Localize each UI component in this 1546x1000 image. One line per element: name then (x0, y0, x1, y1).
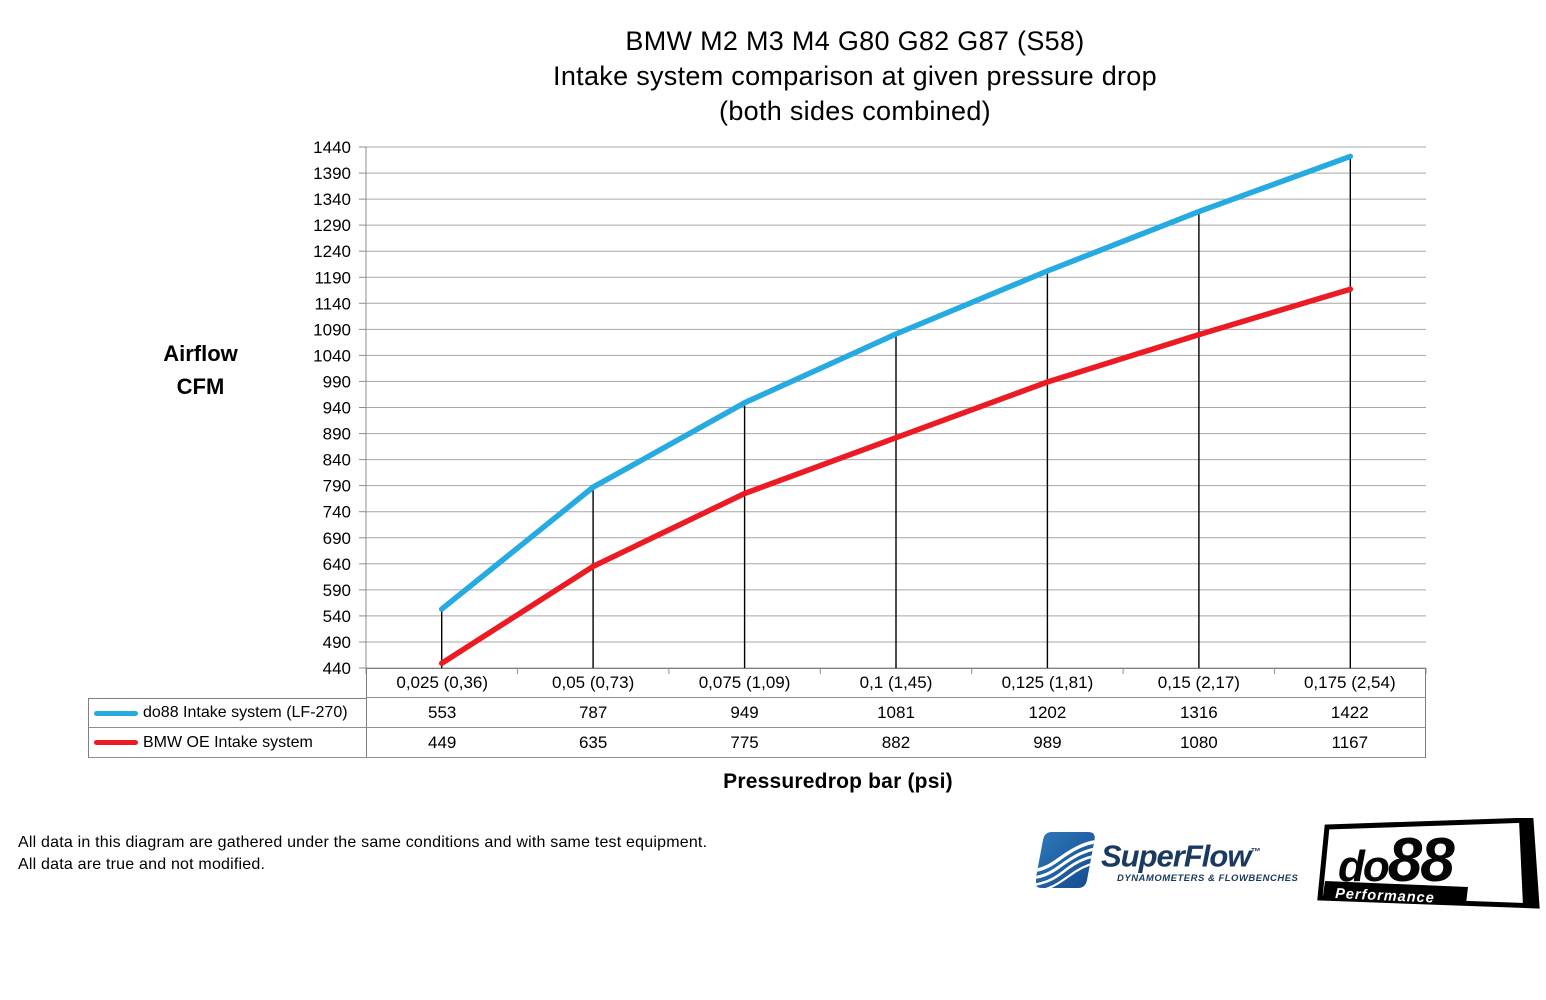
svg-text:1390: 1390 (313, 164, 351, 183)
table-value: 1167 (1274, 728, 1426, 758)
svg-text:440: 440 (323, 659, 351, 678)
x-axis-title: Pressuredrop bar (psi) (723, 770, 953, 793)
legend-label-bmw-oe: BMW OE Intake system (143, 733, 313, 751)
svg-text:1340: 1340 (313, 190, 351, 209)
category-label: 0,05 (0,73) (517, 668, 669, 698)
legend-label-do88: do88 Intake system (LF-270) (143, 704, 348, 721)
footer-note: All data in this diagram are gathered un… (18, 832, 707, 876)
table-value: 553 (366, 698, 518, 728)
svg-text:890: 890 (323, 425, 351, 444)
svg-text:990: 990 (323, 372, 351, 391)
category-label: 0,175 (2,54) (1274, 668, 1426, 698)
y-axis-title-line2: CFM (176, 374, 225, 399)
table-spacer (88, 668, 366, 698)
svg-text:640: 640 (323, 555, 351, 574)
superflow-wordmark: SuperFlow™ DYNAMOMETERS & FLOWBENCHES (1101, 837, 1299, 885)
table-value: 1080 (1123, 728, 1275, 758)
superflow-logo: SuperFlow™ DYNAMOMETERS & FLOWBENCHES (1036, 831, 1298, 889)
category-label: 0,075 (1,09) (668, 668, 821, 698)
svg-text:1240: 1240 (313, 242, 351, 261)
svg-text:690: 690 (323, 529, 351, 548)
superflow-name-text: SuperFlow (1101, 838, 1251, 874)
svg-text:590: 590 (323, 581, 351, 600)
bmw-oe-series-swatch (94, 740, 138, 745)
svg-text:940: 940 (323, 399, 351, 418)
category-label: 0,025 (0,36) (366, 668, 518, 698)
category-label: 0,1 (1,45) (820, 668, 972, 698)
svg-text:790: 790 (323, 477, 351, 496)
do88-series-swatch (94, 710, 138, 716)
svg-text:1190: 1190 (314, 268, 351, 287)
svg-text:1090: 1090 (313, 320, 351, 339)
legend-item-bmw-oe: BMW OE Intake system (88, 728, 366, 758)
legend-item-do88: do88 Intake system (LF-270) (88, 698, 366, 728)
svg-text:1040: 1040 (313, 346, 351, 365)
svg-text:490: 490 (323, 633, 351, 652)
y-axis-title: Airflow CFM (118, 337, 283, 403)
svg-text:1140: 1140 (314, 294, 351, 313)
table-value: 1316 (1123, 698, 1275, 728)
do88-subtitle: Performance (1335, 886, 1435, 907)
svg-text:840: 840 (323, 451, 351, 470)
footer-note-line1: All data in this diagram are gathered un… (18, 834, 708, 851)
superflow-subtitle: DYNAMOMETERS & FLOWBENCHES (1117, 873, 1299, 885)
footer-note-line2: All data are true and not modified. (18, 856, 266, 873)
svg-text:1290: 1290 (313, 216, 351, 235)
chart-title: BMW M2 M3 M4 G80 G82 G87 (S58) Intake sy… (164, 24, 1546, 129)
table-value: 989 (971, 728, 1124, 758)
svg-text:1440: 1440 (313, 138, 351, 157)
table-value: 787 (517, 698, 669, 728)
superflow-trademark: ™ (1250, 847, 1260, 858)
superflow-name: SuperFlow™ (1101, 837, 1298, 872)
category-label: 0,125 (1,81) (971, 668, 1124, 698)
chart-title-line3: (both sides combined) (719, 96, 991, 126)
data-table: 0,025 (0,36) 0,05 (0,73) 0,075 (1,09) 0,… (88, 668, 1426, 758)
svg-text:540: 540 (323, 607, 351, 626)
superflow-wave-icon (1036, 832, 1095, 888)
chart-title-line1: BMW M2 M3 M4 G80 G82 G87 (S58) (625, 26, 1085, 56)
svg-text:740: 740 (323, 503, 351, 522)
table-value: 775 (668, 728, 821, 758)
chart-title-line2: Intake system comparison at given pressu… (553, 61, 1157, 91)
table-value: 449 (366, 728, 518, 758)
table-value: 949 (668, 698, 821, 728)
category-label: 0,15 (2,17) (1123, 668, 1275, 698)
table-value: 882 (820, 728, 972, 758)
y-axis-title-line1: Airflow (163, 341, 238, 366)
table-value: 1081 (820, 698, 972, 728)
do88-logo: do88 Performance (1317, 818, 1540, 909)
table-value: 1422 (1274, 698, 1426, 728)
table-value: 635 (517, 728, 669, 758)
table-value: 1202 (971, 698, 1124, 728)
